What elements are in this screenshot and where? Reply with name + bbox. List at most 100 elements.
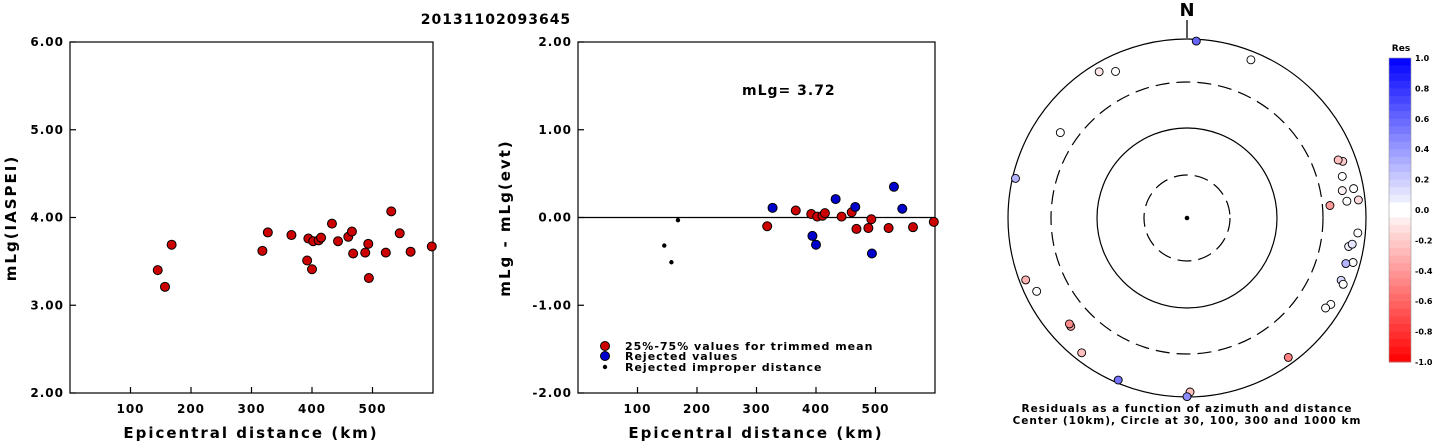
- plot1-y-tick-label: 3.00: [30, 298, 64, 312]
- colorbar-tick-label: 0.0: [1415, 206, 1430, 215]
- plot2-x-tick-label: 400: [802, 402, 830, 416]
- trimmed-mean-point: [907, 222, 918, 233]
- colorbar-cell: [1389, 225, 1411, 234]
- improper-distance-point: [675, 217, 681, 223]
- polar-caption-line1: Residuals as a function of azimuth and d…: [1022, 403, 1353, 415]
- station-residual-point: [1349, 184, 1359, 194]
- plot2-y-tick-label: -2.00: [532, 386, 572, 400]
- rejected-point: [830, 194, 841, 205]
- colorbar-cell: [1389, 263, 1411, 272]
- colorbar-tick-label: 0.2: [1415, 176, 1429, 185]
- station-residual-point: [1077, 348, 1087, 358]
- colorbar-cell: [1389, 149, 1411, 158]
- plot2-x-tick-label: 100: [623, 402, 651, 416]
- rejected-point: [897, 203, 908, 214]
- colorbar-cell: [1389, 354, 1411, 363]
- colorbar-tick-label: 0.4: [1415, 145, 1430, 154]
- colorbar-cell: [1389, 58, 1411, 67]
- station-magnitude-point: [346, 226, 357, 237]
- station-magnitude-point: [286, 230, 297, 241]
- colorbar-tick-label: -0.2: [1415, 236, 1433, 245]
- station-magnitude-point: [159, 281, 170, 292]
- plot2-x-tick-label: 300: [742, 402, 770, 416]
- station-residual-point: [1055, 128, 1065, 138]
- colorbar-cell: [1389, 240, 1411, 249]
- station-magnitude-point: [348, 248, 359, 259]
- colorbar-cell: [1389, 278, 1411, 287]
- colorbar-cell: [1389, 346, 1411, 355]
- station-residual-point: [1338, 279, 1348, 289]
- legend-marker-improper: [602, 364, 608, 370]
- trimmed-mean-point: [928, 216, 939, 227]
- station-residual-point: [1348, 258, 1358, 267]
- station-residual-point: [1341, 259, 1351, 268]
- station-magnitude-point: [363, 273, 374, 284]
- plot2-x-tick-label: 500: [861, 402, 889, 416]
- trimmed-mean-point: [863, 223, 874, 234]
- station-residual-point: [1347, 239, 1357, 249]
- colorbar-tick-label: 1.0: [1415, 54, 1430, 63]
- colorbar-tick-label: -0.6: [1415, 297, 1433, 306]
- plot1-x-tick-label: 100: [116, 402, 144, 416]
- station-magnitude-point: [166, 239, 177, 250]
- plot2-y-tick-label: 0.00: [538, 211, 572, 225]
- plot1-x-tick-label: 400: [298, 402, 326, 416]
- colorbar-cell: [1389, 141, 1411, 150]
- plot1-y-axis-label: mLg(IASPEI): [2, 155, 20, 281]
- legend-label-trimmed-mean: 25%-75% values for trimmed mean: [625, 340, 873, 353]
- legend-marker-rejected: [600, 351, 610, 361]
- colorbar-cell: [1389, 286, 1411, 295]
- rejected-point: [807, 230, 818, 241]
- plot1-x-axis-label: Epicentral distance (km): [123, 424, 378, 441]
- station-magnitude-point: [360, 247, 371, 258]
- legend-label-improper: Rejected improper distance: [625, 361, 822, 374]
- plot1-y-tick-label: 6.00: [30, 35, 64, 49]
- station-residual-point: [1283, 352, 1293, 362]
- colorbar-cell: [1389, 164, 1411, 173]
- colorbar-cell: [1389, 96, 1411, 105]
- colorbar-tick-label: 0.6: [1415, 115, 1430, 124]
- ring-30km: [1143, 174, 1231, 262]
- station-residual-point: [1333, 155, 1343, 165]
- plot1-y-tick-label: 5.00: [30, 123, 64, 137]
- plot2-y-tick-label: -1.00: [532, 298, 572, 312]
- station-magnitude-point: [333, 236, 344, 247]
- colorbar-cell: [1389, 339, 1411, 348]
- colorbar-cell: [1389, 156, 1411, 165]
- trimmed-mean-point: [762, 221, 773, 232]
- plot1-x-tick-label: 200: [177, 402, 205, 416]
- colorbar-cell: [1389, 80, 1411, 89]
- colorbar-cell: [1389, 88, 1411, 97]
- legend-marker-trimmed-mean: [600, 341, 610, 351]
- colorbar-cell: [1389, 331, 1411, 340]
- rejected-point: [850, 201, 861, 212]
- plot1-y-tick-label: 2.00: [30, 386, 64, 400]
- colorbar-tick-label: -1.0: [1415, 358, 1433, 367]
- colorbar-cell: [1389, 324, 1411, 333]
- colorbar-cell: [1389, 194, 1411, 203]
- colorbar-title: Res: [1392, 44, 1410, 54]
- colorbar-cell: [1389, 270, 1411, 279]
- rejected-point: [888, 181, 899, 192]
- station-magnitude-point: [394, 228, 405, 239]
- station-magnitude-point: [363, 238, 374, 249]
- trimmed-mean-point: [836, 211, 847, 222]
- station-magnitude-point: [426, 241, 437, 252]
- plot2-y-tick-label: 1.00: [538, 123, 572, 137]
- station-residual-point: [1342, 196, 1352, 206]
- trimmed-mean-point: [851, 223, 862, 234]
- station-magnitude-point: [405, 246, 416, 257]
- rejected-point: [866, 248, 877, 259]
- station-residual-point: [1021, 275, 1031, 285]
- mlg-annotation: mLg= 3.72: [742, 83, 836, 99]
- figure-title: 20131102093645: [421, 12, 571, 28]
- station-magnitude-point: [302, 255, 313, 266]
- rejected-point: [767, 202, 778, 213]
- improper-distance-point: [669, 260, 674, 265]
- plot1-y-tick-label: 4.00: [30, 211, 64, 225]
- epicenter-marker: [1184, 215, 1190, 221]
- colorbar-cell: [1389, 202, 1411, 211]
- polar-caption-line2: Center (10km), Circle at 30, 100, 300 an…: [1013, 415, 1362, 427]
- trimmed-mean-point: [819, 208, 830, 219]
- colorbar-cell: [1389, 111, 1411, 120]
